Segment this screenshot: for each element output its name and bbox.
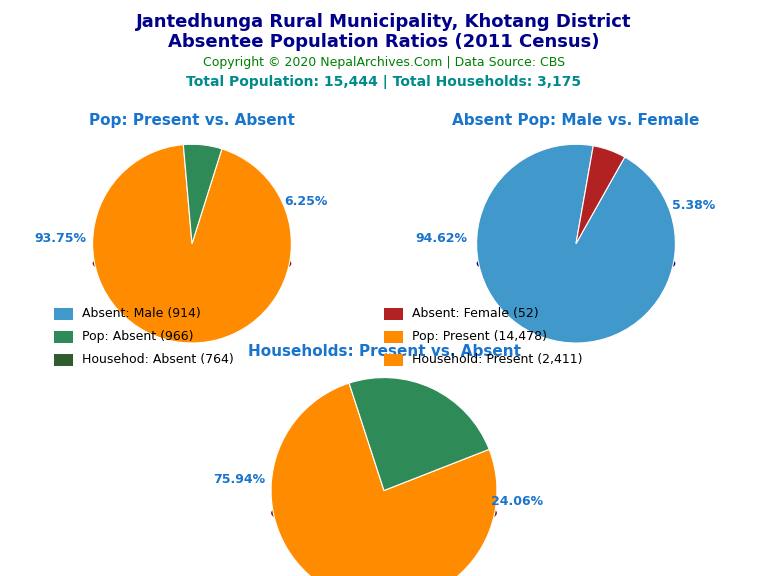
Wedge shape	[271, 383, 497, 576]
Text: 5.38%: 5.38%	[672, 199, 715, 213]
Title: Households: Present vs. Absent: Households: Present vs. Absent	[247, 344, 521, 359]
Text: Absent: Male (914): Absent: Male (914)	[82, 308, 201, 320]
Wedge shape	[93, 145, 291, 343]
Text: 24.06%: 24.06%	[492, 495, 543, 508]
Text: Pop: Present (14,478): Pop: Present (14,478)	[412, 331, 548, 343]
Wedge shape	[93, 248, 291, 279]
Wedge shape	[576, 146, 624, 244]
Wedge shape	[271, 496, 497, 531]
Text: Copyright © 2020 NepalArchives.Com | Data Source: CBS: Copyright © 2020 NepalArchives.Com | Dat…	[203, 56, 565, 69]
Wedge shape	[349, 495, 489, 513]
Text: 93.75%: 93.75%	[35, 232, 87, 245]
Wedge shape	[576, 248, 624, 263]
Text: Pop: Absent (966): Pop: Absent (966)	[82, 331, 194, 343]
Text: 6.25%: 6.25%	[285, 195, 328, 209]
Text: 94.62%: 94.62%	[415, 232, 468, 245]
Text: Absent: Female (52): Absent: Female (52)	[412, 308, 539, 320]
Wedge shape	[477, 144, 675, 343]
Text: 75.94%: 75.94%	[214, 473, 266, 486]
Wedge shape	[349, 377, 489, 491]
Text: Absentee Population Ratios (2011 Census): Absentee Population Ratios (2011 Census)	[168, 33, 600, 51]
Text: Househod: Absent (764): Househod: Absent (764)	[82, 354, 234, 366]
Wedge shape	[184, 248, 222, 263]
Text: Jantedhunga Rural Municipality, Khotang District: Jantedhunga Rural Municipality, Khotang …	[136, 13, 632, 31]
Wedge shape	[184, 144, 222, 244]
Title: Absent Pop: Male vs. Female: Absent Pop: Male vs. Female	[452, 113, 700, 128]
Text: Household: Present (2,411): Household: Present (2,411)	[412, 354, 583, 366]
Title: Pop: Present vs. Absent: Pop: Present vs. Absent	[89, 113, 295, 128]
Text: Total Population: 15,444 | Total Households: 3,175: Total Population: 15,444 | Total Househo…	[187, 75, 581, 89]
Wedge shape	[477, 248, 675, 279]
